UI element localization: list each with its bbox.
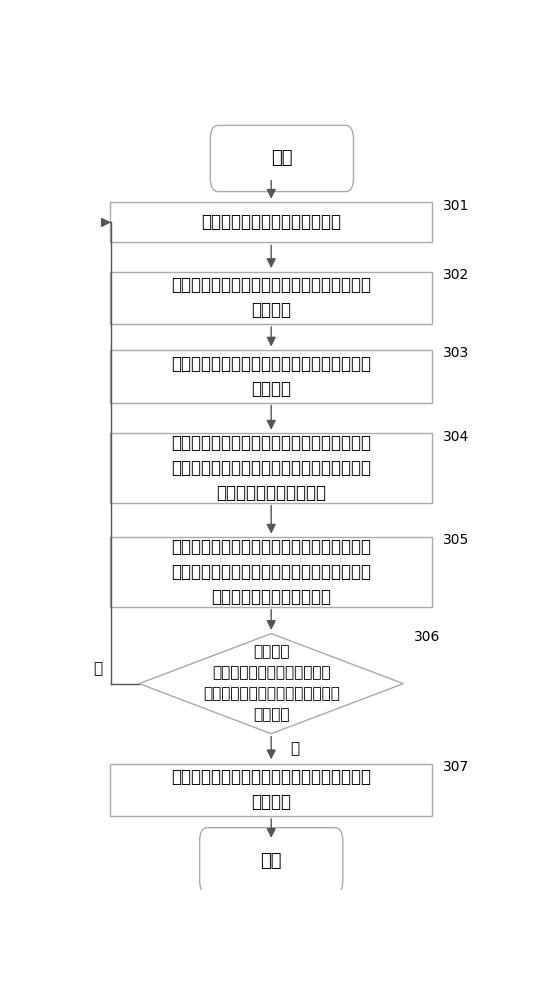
Bar [111, 537, 432, 607]
Bar [111, 433, 432, 503]
Text: 307: 307 [443, 760, 469, 774]
Text: 是: 是 [290, 742, 300, 757]
Text: 302: 302 [443, 268, 469, 282]
Text: 结束: 结束 [261, 852, 282, 870]
Text: 根据迁移待整合物理机上的每个虚拟机所用的
迁移时间及中断时间确定迁移待整合物理机上
的每个虚拟机的迁移代价: 根据迁移待整合物理机上的每个虚拟机所用的 迁移时间及中断时间确定迁移待整合物理机… [171, 434, 371, 502]
Text: 确定迁移待整合物理机上的每个虚拟机所用的
迁移时间: 确定迁移待整合物理机上的每个虚拟机所用的 迁移时间 [171, 276, 371, 319]
Text: 301: 301 [443, 199, 469, 213]
Text: 在待整合物理机上的虚拟机中选择迁移代价达
到第一阈值的虚拟机作为待迁移虚拟机，并根
据集群负载选择目标物理机: 在待整合物理机上的虚拟机中选择迁移代价达 到第一阈值的虚拟机作为待迁移虚拟机，并… [171, 538, 371, 606]
Text: 开始: 开始 [271, 149, 293, 167]
Text: 304: 304 [443, 430, 469, 444]
Text: 将选择出的待迁移虚拟机迁移至选择出的目标
物理机上: 将选择出的待迁移虚拟机迁移至选择出的目标 物理机上 [171, 768, 371, 811]
Text: 303: 303 [443, 346, 469, 360]
FancyBboxPatch shape [200, 828, 343, 894]
Polygon shape [139, 634, 403, 734]
Text: 根据集群负载选择待整合物理机: 根据集群负载选择待整合物理机 [201, 213, 341, 231]
Bar [111, 202, 432, 242]
FancyBboxPatch shape [210, 125, 354, 192]
Text: 否: 否 [93, 661, 102, 676]
Text: 判断将选
择出的待迁移虚拟机迁移至选
择出的目标物理机之后的集群负载
是否均衡: 判断将选 择出的待迁移虚拟机迁移至选 择出的目标物理机之后的集群负载 是否均衡 [203, 645, 340, 723]
Bar [111, 272, 432, 324]
Bar [111, 350, 432, 403]
Text: 305: 305 [443, 533, 469, 547]
Text: 306: 306 [414, 630, 441, 644]
Text: 确定迁移待整合物理机上的每个虚拟机所用的
中断时间: 确定迁移待整合物理机上的每个虚拟机所用的 中断时间 [171, 355, 371, 398]
Bar [111, 764, 432, 816]
